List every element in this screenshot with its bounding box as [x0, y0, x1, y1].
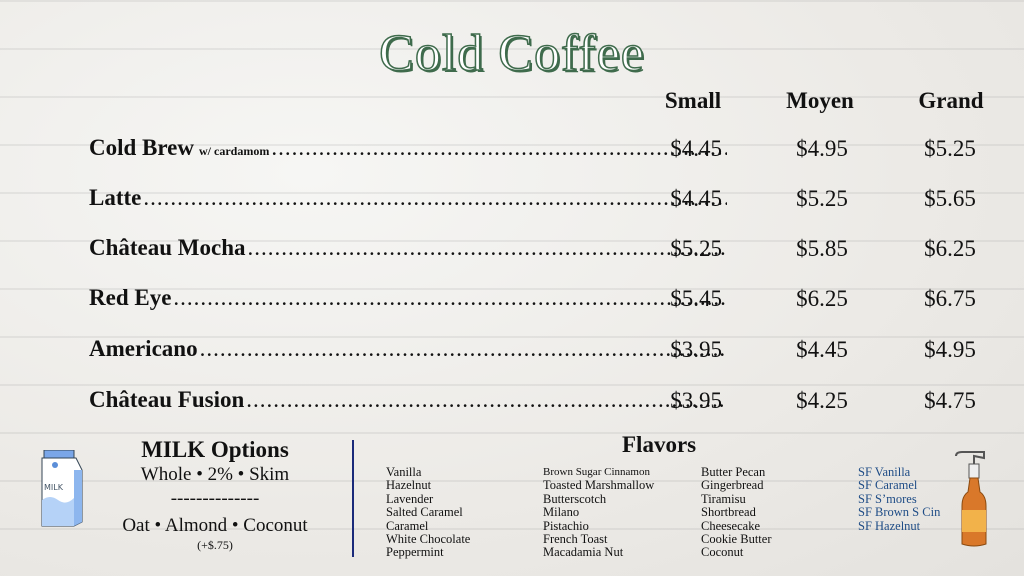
flavor-item: SF Hazelnut	[858, 518, 921, 533]
flavor-item: Hazelnut	[386, 478, 432, 493]
milk-surcharge: (+$.75)	[197, 538, 233, 552]
flavor-item: Lavender	[386, 491, 434, 506]
menu-item-row: Château Mocha	[89, 235, 729, 265]
flavor-item: Cookie Butter	[701, 532, 772, 547]
price-moyen: $6.25	[796, 286, 848, 311]
flavor-list-3: Butter Pecan Gingerbread Tiramisu Shortbrea…	[701, 465, 772, 560]
milk-line-alt: Oat • Almond • Coconut	[122, 515, 308, 536]
price-small: $3.95	[670, 388, 722, 413]
syrup-bottle-icon	[952, 450, 992, 555]
item-name: Château Fusion	[89, 387, 245, 412]
flavor-item: Coconut	[701, 545, 744, 560]
menu-item-row: Latte	[89, 185, 729, 215]
price-grand: $4.95	[924, 337, 976, 362]
flavor-item: Brown Sugar Cinnamon	[543, 466, 650, 478]
price-grand: $4.75	[924, 388, 976, 413]
price-small: $4.45	[670, 186, 722, 211]
flavors-title: Flavors	[622, 432, 697, 457]
item-name: Latte	[89, 185, 142, 210]
milk-separator: --------------	[170, 488, 260, 509]
menu-item-row: Cold Brew w/ cardamom	[89, 135, 729, 165]
menu-item-row: Americano	[89, 336, 729, 366]
flavor-item: Vanilla	[386, 465, 422, 479]
flavor-item: Gingerbread	[701, 478, 764, 493]
flavor-item: Caramel	[386, 518, 429, 533]
price-moyen: $4.25	[796, 388, 848, 413]
size-header-moyen: Moyen	[786, 88, 854, 113]
flavor-item: SF Caramel	[858, 478, 918, 493]
flavor-item: Butterscotch	[543, 491, 607, 506]
menu-item-row: Château Fusion	[89, 387, 729, 417]
flavor-item: Cheesecake	[701, 518, 760, 533]
flavor-item: Macadamia Nut	[543, 545, 624, 560]
carton-label: MILK	[44, 483, 64, 492]
price-grand: $6.25	[924, 236, 976, 261]
item-name: Cold Brew	[89, 135, 194, 160]
milk-line-dairy: Whole • 2% • Skim	[140, 464, 290, 485]
sugar-free-list: SF Vanilla SF Caramel SF S’mores SF Brown S…	[858, 465, 941, 533]
price-moyen: $4.45	[796, 337, 848, 362]
flavor-item: Peppermint	[386, 545, 444, 560]
flavor-item: Pistachio	[543, 518, 589, 533]
price-moyen: $5.85	[796, 236, 848, 261]
milk-carton-icon: MILK	[38, 449, 84, 533]
price-grand: $5.65	[924, 186, 976, 211]
flavor-item: Salted Caramel	[386, 505, 463, 520]
price-small: $4.45	[670, 136, 722, 161]
price-small: $3.95	[670, 337, 722, 362]
item-name: Red Eye	[89, 285, 172, 310]
price-small: $5.45	[670, 286, 722, 311]
item-name: Château Mocha	[89, 235, 246, 260]
flavor-item: Milano	[543, 505, 580, 520]
flavor-item: French Toast	[543, 532, 608, 547]
item-note: w/ cardamom	[199, 144, 270, 158]
milk-options: MILK Options Whole • 2% • Skim ---------…	[100, 437, 330, 553]
price-moyen: $5.25	[796, 186, 848, 211]
menu-item-row: Red Eye	[89, 285, 729, 315]
flavor-item: Butter Pecan	[701, 465, 766, 479]
flavor-list-2: Brown Sugar Cinnamon Toasted Marshmallow B…	[543, 466, 654, 560]
price-small: $5.25	[670, 236, 722, 261]
size-header-small: Small	[664, 88, 722, 113]
size-header-grand: Grand	[918, 88, 984, 113]
price-moyen: $4.95	[796, 136, 848, 161]
menu-title: Cold Coffee	[378, 24, 645, 83]
price-grand: $6.75	[924, 286, 976, 311]
price-grand: $5.25	[924, 136, 976, 161]
flavor-item: White Chocolate	[386, 532, 471, 547]
flavor-item: Toasted Marshmallow	[543, 478, 655, 493]
flavor-item: Tiramisu	[701, 491, 746, 506]
flavor-item: SF S’mores	[858, 491, 917, 506]
milk-title: MILK Options	[141, 437, 289, 462]
item-name: Americano	[89, 336, 198, 361]
flavor-item: SF Vanilla	[858, 465, 911, 479]
flavor-item: SF Brown S Cin	[858, 505, 941, 520]
flavor-item: Shortbread	[701, 505, 756, 520]
flavor-list-1: Vanilla Hazelnut Lavender Salted Caramel Car…	[386, 465, 471, 560]
section-divider	[352, 440, 354, 557]
